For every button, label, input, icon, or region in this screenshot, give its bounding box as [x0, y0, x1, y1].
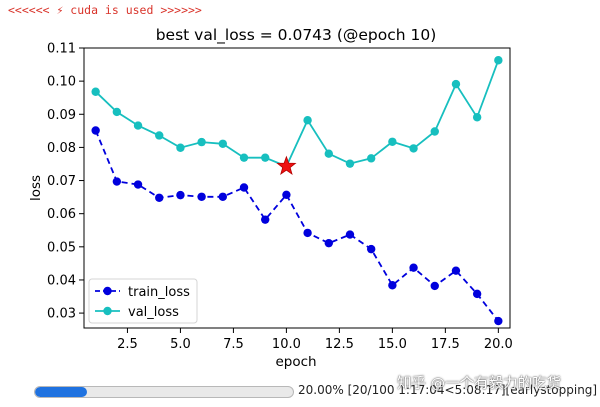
- y-tick-label: 0.04: [47, 273, 76, 288]
- data-point-train_loss: [430, 281, 439, 291]
- data-point-train_loss: [176, 190, 185, 200]
- data-point-val_loss: [303, 116, 312, 125]
- data-point-train_loss: [133, 180, 143, 189]
- data-point-train_loss: [345, 230, 355, 239]
- training-progress-fill: [35, 387, 87, 397]
- data-point-val_loss: [388, 137, 397, 146]
- y-tick-label: 0.07: [47, 174, 76, 189]
- legend-val-label: val_loss: [128, 305, 179, 320]
- x-tick-label: 7.5: [223, 337, 244, 352]
- watermark-text: 知乎 @一个有毅力的吃货: [397, 376, 562, 392]
- best-epoch-star: [276, 155, 297, 175]
- y-tick-label: 0.11: [47, 42, 76, 57]
- y-tick-label: 0.08: [47, 141, 76, 156]
- x-tick-label: 2.5: [117, 337, 138, 352]
- data-point-train_loss: [472, 289, 482, 299]
- data-point-train_loss: [155, 193, 164, 202]
- legend-train-label: train_loss: [128, 285, 190, 300]
- data-point-train_loss: [239, 183, 249, 192]
- y-tick-label: 0.06: [47, 207, 76, 222]
- data-point-train_loss: [409, 263, 418, 272]
- cuda-log-line: <<<<<< ⚡ cuda is used >>>>>>: [8, 3, 202, 17]
- chart-title: best val_loss = 0.0743 (@epoch 10): [156, 26, 437, 45]
- data-point-train_loss: [388, 281, 397, 290]
- y-axis-label: loss: [28, 175, 44, 201]
- data-point-val_loss: [155, 131, 164, 140]
- x-axis-ticks: 2.5 5.0 7.5 10.0 12.5 15.0 17.5 20.0: [117, 328, 513, 352]
- data-point-val_loss: [176, 143, 185, 152]
- data-point-val_loss: [494, 56, 503, 65]
- data-point-val_loss: [324, 149, 333, 158]
- data-point-train_loss: [451, 266, 461, 275]
- data-point-val_loss: [239, 153, 249, 162]
- legend-val-marker: [103, 306, 112, 316]
- data-point-train_loss: [366, 244, 376, 254]
- training-progress-text: 20.00% [20/100 1:17:04<5:08:17][earlysto…: [298, 383, 598, 397]
- y-tick-label: 0.03: [47, 307, 76, 322]
- data-point-val_loss: [409, 144, 418, 153]
- legend-train-marker: [103, 286, 112, 296]
- data-point-train_loss: [282, 190, 291, 199]
- y-tick-label: 0.10: [47, 75, 76, 90]
- data-point-train_loss: [303, 228, 312, 238]
- data-point-val_loss: [218, 139, 228, 148]
- y-axis-ticks: 0.03 0.04 0.05 0.06 0.07 0.08 0.09 0.10 0.11: [47, 42, 84, 322]
- x-tick-label: 5.0: [170, 337, 191, 352]
- data-point-val_loss: [472, 113, 482, 122]
- x-tick-label: 20.0: [484, 337, 513, 352]
- data-point-val_loss: [91, 87, 100, 96]
- data-point-val_loss: [197, 137, 206, 147]
- legend: train_loss val_loss: [88, 278, 198, 324]
- y-tick-label: 0.05: [47, 240, 76, 255]
- data-point-train_loss: [91, 126, 100, 135]
- loss-chart: best val_loss = 0.0743 (@epoch 10) 0.030…: [28, 26, 513, 370]
- plot-frame: [83, 47, 511, 329]
- legend-box: [88, 278, 198, 324]
- x-tick-label: 10.0: [272, 337, 301, 352]
- best-marker: [276, 155, 297, 175]
- data-point-train_loss: [218, 192, 228, 201]
- x-tick-label: 15.0: [378, 337, 407, 352]
- data-point-train_loss: [261, 215, 270, 224]
- data-point-val_loss: [451, 79, 461, 89]
- data-point-val_loss: [366, 154, 376, 163]
- data-point-train_loss: [197, 192, 206, 201]
- data-point-val_loss: [133, 121, 143, 130]
- x-tick-label: 17.5: [431, 337, 460, 352]
- series-line-val_loss: [95, 59, 500, 168]
- data-point-val_loss: [112, 107, 122, 117]
- data-point-val_loss: [430, 127, 439, 136]
- x-axis-label: epoch: [275, 354, 316, 370]
- training-progress-bar: [34, 386, 294, 398]
- data-point-train_loss: [324, 238, 333, 248]
- data-point-train_loss: [494, 316, 503, 326]
- x-tick-label: 12.5: [325, 337, 354, 352]
- plot-series: [91, 56, 503, 326]
- data-point-val_loss: [261, 153, 270, 162]
- y-tick-label: 0.09: [47, 108, 76, 123]
- data-point-val_loss: [345, 159, 355, 168]
- data-point-train_loss: [112, 177, 122, 186]
